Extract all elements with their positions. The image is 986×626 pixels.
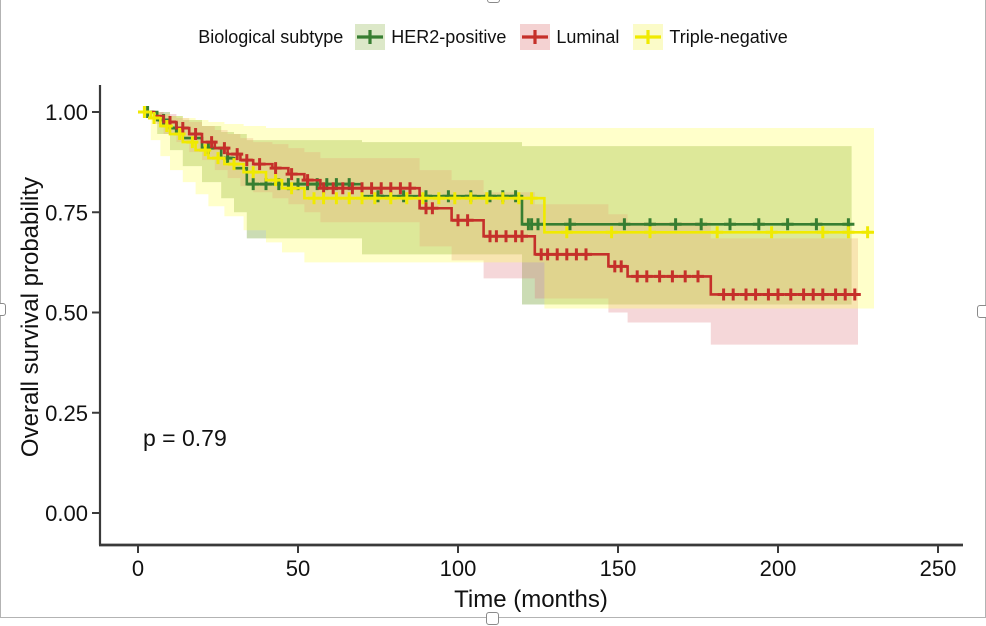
selection-handle-bottom-center[interactable] <box>486 612 499 625</box>
legend-key-plus-icon <box>633 24 664 50</box>
legend-title: Biological subtype <box>198 26 344 47</box>
legend-label: Triple-negative <box>669 26 788 47</box>
legend-key-plus-icon <box>520 24 551 50</box>
legend-label: HER2-positive <box>391 26 507 47</box>
selection-handle-top-center[interactable] <box>487 0 500 3</box>
legend-key-plus-icon <box>355 24 386 50</box>
x-tick-label: 0 <box>132 556 144 581</box>
legend-entry-her2-positive: HER2-positive <box>355 24 506 50</box>
x-tick-label: 200 <box>760 556 797 581</box>
x-tick-label: 150 <box>600 556 637 581</box>
selection-handle-left-middle[interactable] <box>0 303 6 316</box>
p-value-annotation: p = 0.79 <box>143 425 227 451</box>
confidence-band-her2-positive <box>138 112 852 305</box>
y-axis-title: Overall survival probability <box>17 176 44 458</box>
x-tick-label: 100 <box>440 556 477 581</box>
x-axis-title: Time (months) <box>454 586 608 613</box>
y-tick-label: 0.00 <box>45 501 88 526</box>
legend-entry-triple-negative: Triple-negative <box>633 24 788 50</box>
legend-entry-luminal: Luminal <box>520 24 619 50</box>
x-tick-label: 50 <box>286 556 310 581</box>
y-tick-label: 0.50 <box>45 301 88 326</box>
y-tick-label: 0.25 <box>45 401 88 426</box>
legend: Biological subtype HER2-positive Luminal T… <box>0 24 986 50</box>
x-tick-label: 250 <box>920 556 957 581</box>
legend-entries: HER2-positive Luminal Triple-negative <box>355 24 788 50</box>
censor-marks-triple-negative <box>138 106 874 239</box>
y-tick-label: 0.75 <box>45 200 88 225</box>
confidence-band-triple-negative <box>138 112 874 309</box>
censor-marks-luminal <box>164 116 861 301</box>
legend-label: Luminal <box>556 26 620 47</box>
confidence-band-luminal <box>138 112 858 345</box>
y-tick-label: 1.00 <box>45 100 88 125</box>
selection-handle-right-middle[interactable] <box>977 305 986 318</box>
